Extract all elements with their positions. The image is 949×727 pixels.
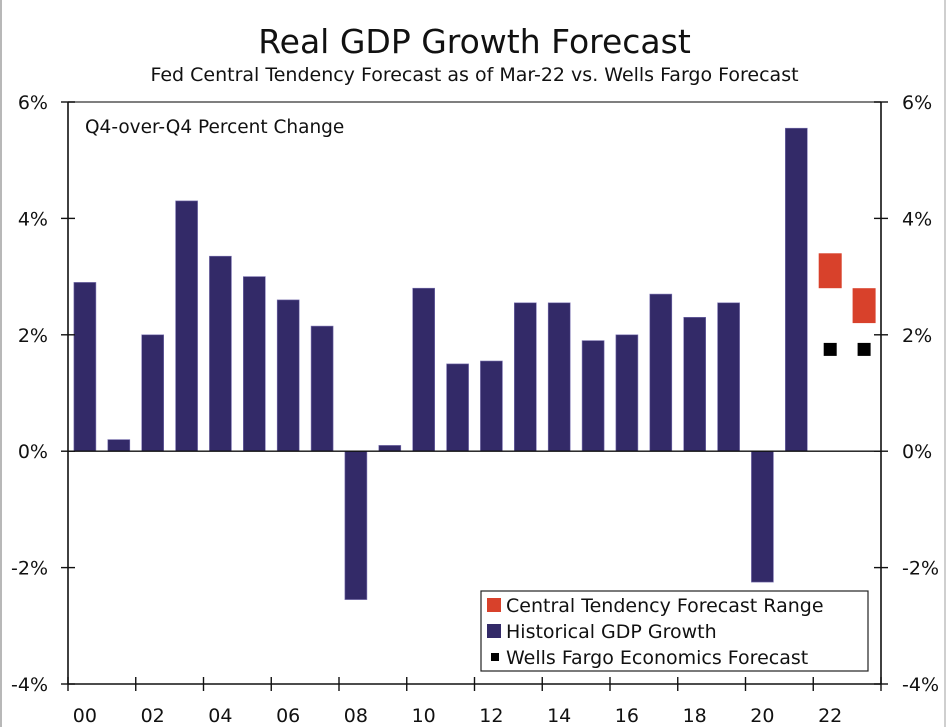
legend-label-2: Wells Fargo Economics Forecast: [506, 647, 808, 669]
y-tick-label-left: -2%: [11, 558, 48, 580]
chart-subtitle: Fed Central Tendency Forecast as of Mar-…: [150, 64, 799, 86]
bar-2001: [107, 439, 131, 452]
x-tick-label: 12: [479, 705, 503, 727]
bar-2012: [480, 360, 503, 452]
legend-marker-1: [487, 624, 501, 638]
legend-label-0: Central Tendency Forecast Range: [506, 595, 824, 617]
legend-marker-0: [487, 598, 501, 612]
y-tick-label-left: 4%: [18, 208, 48, 230]
bar-2020: [751, 450, 774, 583]
bar-2013: [513, 302, 537, 452]
x-tick-label: 02: [141, 705, 165, 727]
bar-2011: [446, 363, 469, 452]
y-tick-label-right: -2%: [902, 558, 939, 580]
bar-2014: [547, 302, 571, 452]
bar-2007: [310, 325, 334, 452]
bar-2008: [344, 450, 368, 600]
x-tick-label: 20: [750, 705, 774, 727]
legend-label-1: Historical GDP Growth: [506, 621, 717, 643]
bar-2018: [683, 316, 707, 452]
y-tick-label-right: 0%: [902, 441, 932, 463]
bar-2016: [615, 334, 639, 452]
bar-2009: [378, 445, 402, 452]
x-tick-label: 18: [683, 705, 707, 727]
y-tick-label-left: 2%: [18, 325, 48, 347]
bar-2005: [243, 276, 266, 452]
x-tick-label: 16: [615, 705, 639, 727]
legend: Central Tendency Forecast Range Historica…: [480, 590, 869, 672]
y-tick-label-right: 6%: [902, 92, 932, 114]
x-tick-label: 10: [412, 705, 436, 727]
y-tick-label-right: 2%: [902, 325, 932, 347]
forecast-range-2022: [818, 253, 842, 289]
bar-2003: [175, 200, 198, 452]
x-tick-label: 22: [818, 705, 842, 727]
y-tick-label-left: -4%: [11, 674, 48, 696]
bar-2010: [412, 287, 436, 452]
chart-axes: -4% -4% -2% -2% 0% 0% 2% 2% 4% 4% 6% 6% 00 02 04 06 08 10…: [11, 92, 939, 727]
x-tick-label: 08: [344, 705, 368, 727]
bar-2004: [209, 255, 232, 452]
bar-2017: [649, 293, 673, 452]
bar-2002: [141, 334, 164, 452]
y-tick-label-right: 4%: [902, 208, 932, 230]
x-tick-label: 06: [276, 705, 300, 727]
bar-2019: [717, 302, 740, 452]
bar-2000: [73, 282, 97, 452]
legend-marker-2: [491, 653, 499, 661]
bar-2015: [581, 340, 605, 452]
y-tick-label-right: -4%: [902, 674, 939, 696]
wf-forecast-marker-2023: [857, 342, 871, 356]
legend-box: [480, 590, 869, 672]
x-tick-label: 00: [73, 705, 97, 727]
wf-forecast-marker-2022: [823, 342, 837, 356]
chart-title: Real GDP Growth Forecast: [258, 22, 691, 61]
chart-marks: [73, 127, 876, 600]
bar-2021: [784, 127, 808, 452]
forecast-range-2023: [852, 288, 876, 324]
x-tick-label: 04: [208, 705, 232, 727]
x-tick-label: 14: [547, 705, 571, 727]
bar-2006: [276, 299, 300, 452]
y-tick-label-left: 0%: [18, 441, 48, 463]
chart-annotation: Q4-over-Q4 Percent Change: [85, 117, 344, 138]
y-tick-label-left: 6%: [18, 92, 48, 114]
